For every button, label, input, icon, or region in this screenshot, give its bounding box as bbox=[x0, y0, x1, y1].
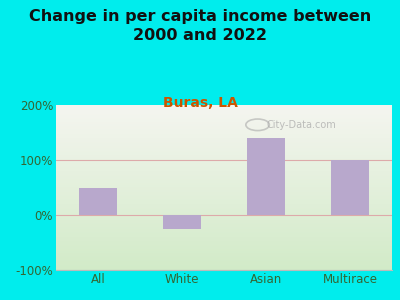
Bar bbox=[331, 160, 369, 215]
Bar bbox=[79, 188, 117, 215]
Bar bbox=[163, 215, 201, 229]
Bar bbox=[247, 138, 285, 215]
Text: City-Data.com: City-Data.com bbox=[266, 120, 336, 130]
Text: Buras, LA: Buras, LA bbox=[162, 96, 238, 110]
Text: Change in per capita income between
2000 and 2022: Change in per capita income between 2000… bbox=[29, 9, 371, 43]
